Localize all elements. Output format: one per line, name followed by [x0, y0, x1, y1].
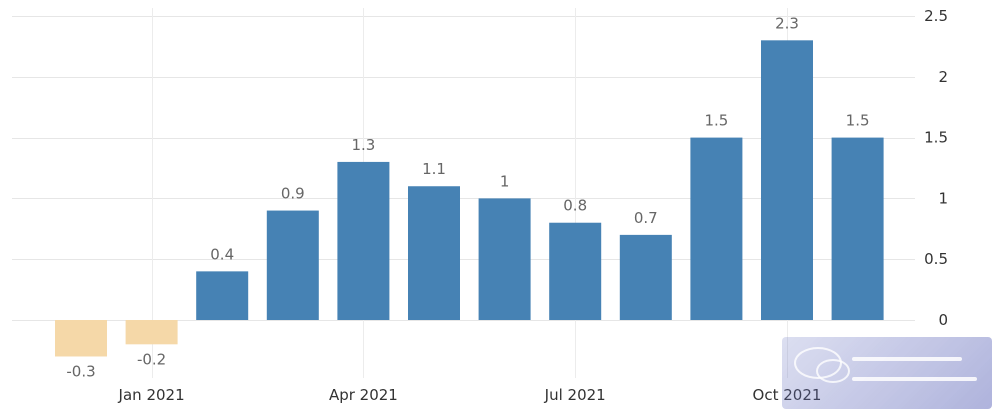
- x-tick-label: Jan 2021: [118, 386, 185, 404]
- y-tick-label: 1.5: [924, 129, 948, 147]
- y-tick-label: 2.5: [924, 7, 948, 25]
- chat-bubble-icon-secondary: [816, 359, 850, 383]
- y-tick-label: 1: [938, 189, 948, 207]
- watermark-stroke: [852, 357, 962, 361]
- watermark-stroke: [852, 377, 977, 381]
- y-tick-label: 2: [938, 68, 948, 86]
- bar: [690, 137, 743, 320]
- bars: [55, 40, 884, 357]
- x-axis-ticks: Jan 2021 Apr 2021 Jul 2021 Oct 2021: [118, 386, 822, 404]
- bar: [408, 186, 460, 320]
- bar: [478, 198, 531, 320]
- data-label: 0.7: [634, 209, 658, 227]
- data-label: 2.3: [775, 14, 799, 32]
- x-tick-label: Apr 2021: [329, 386, 398, 404]
- bar: [337, 161, 390, 320]
- data-label: 0.8: [563, 197, 587, 215]
- data-label: 0.4: [210, 245, 234, 263]
- grid: [12, 8, 915, 378]
- y-tick-label: 0: [938, 311, 948, 329]
- x-tick-label: Oct 2021: [753, 386, 822, 404]
- data-label: 0.9: [281, 185, 305, 203]
- bar: [831, 137, 884, 320]
- data-label: -0.2: [137, 350, 166, 368]
- data-label: 1.3: [351, 136, 375, 154]
- data-label: 1.1: [422, 160, 446, 178]
- bar: [125, 320, 178, 345]
- y-axis-ticks: 0 0.5 1 1.5 2 2.5: [924, 7, 948, 329]
- data-label: 1: [500, 172, 510, 190]
- watermark-logo: [782, 337, 992, 409]
- data-label: 1.5: [846, 112, 870, 130]
- bar: [549, 222, 602, 320]
- data-labels: -0.3 -0.2 0.4 0.9 1.3 1.1 1 0.8 0.7 1.5 2.3 1.5: [66, 14, 869, 380]
- data-label: 1.5: [704, 112, 728, 130]
- bar: [619, 234, 672, 320]
- bar: [55, 320, 107, 357]
- data-label: -0.3: [66, 362, 95, 380]
- x-tick-label: Jul 2021: [544, 386, 606, 404]
- bar: [761, 40, 813, 320]
- bar: [266, 210, 319, 320]
- y-tick-label: 0.5: [924, 250, 948, 268]
- bar: [196, 271, 249, 320]
